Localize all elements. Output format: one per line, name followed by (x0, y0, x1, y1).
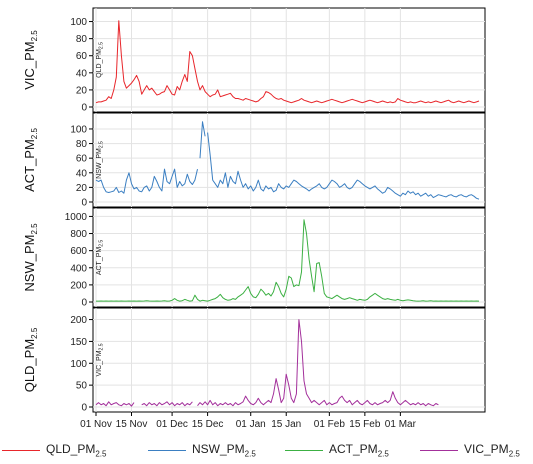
y-tick-label: 100 (70, 17, 87, 28)
panel-outer-label-sub: 2.5 (30, 327, 39, 339)
legend-item-qld: QLD_PM2.5 (2, 438, 106, 462)
x-tick-label: 01 Nov (80, 419, 112, 430)
y-tick-label: 0 (81, 198, 87, 209)
x-tick-label: 01 Dec (156, 419, 188, 430)
y-tick-label: 50 (76, 381, 88, 392)
y-tick-label: 100 (70, 359, 87, 370)
legend-item-vic: VIC_PM2.5 (420, 438, 520, 462)
panel-frame (92, 207, 486, 308)
panel-1: 0 20 40 60 80 100 QLD_PM2.5 VIC_PM2.5 (22, 7, 486, 114)
x-tick-label: 01 Jan (236, 419, 266, 430)
panel-inner-label: NSW_PM2.5 (96, 141, 105, 179)
panel-inner-label-sub: 2.5 (99, 42, 105, 49)
x-tick-label: 15 Feb (349, 419, 381, 430)
y-tick-label: 600 (70, 246, 87, 257)
x-tick-label: 15 Jan (271, 419, 301, 430)
legend-label-act: ACT_PM2.5 (329, 441, 389, 459)
panel-4: 0 50 100 150 200 VIC_PM2.5 QLD_PM2.5 (22, 307, 486, 414)
y-tick-label: 80 (76, 34, 88, 45)
y-tick-label: 60 (76, 154, 88, 165)
y-tick-label: 100 (70, 124, 87, 135)
panel-inner-label: ACT_PM2.5 (96, 240, 105, 276)
series-line-nsw (207, 132, 480, 200)
y-tick-label: 0 (81, 403, 87, 414)
panel-inner-label-sub: 2.5 (99, 240, 105, 247)
panel-outer-label-sub: 2.5 (30, 30, 39, 42)
series-line-nsw (95, 168, 198, 194)
series-line-vic (141, 401, 193, 407)
y-tick-label: 200 (70, 315, 87, 326)
panel-outer-label: VIC_PM2.5 (22, 30, 39, 90)
series-line-qld (95, 20, 480, 104)
legend-item-act: ACT_PM2.5 (285, 438, 389, 462)
series-line-act (96, 219, 480, 302)
panel-outer-label: NSW_PM2.5 (22, 223, 39, 292)
panel-outer-label-sub: 2.5 (30, 223, 39, 235)
legend-swatch-nsw (148, 449, 186, 451)
y-tick-label: 150 (70, 337, 87, 348)
panel-outer-label-sub: 2.5 (30, 128, 39, 140)
legend-label-qld: QLD_PM2.5 (46, 441, 107, 459)
y-tick-label: 20 (76, 85, 88, 96)
x-tick-label: 15 Nov (116, 419, 148, 430)
y-tick-label: 200 (70, 280, 87, 291)
legend-label-nsw: NSW_PM2.5 (192, 441, 256, 459)
legend-item-nsw: NSW_PM2.5 (148, 438, 256, 462)
panel-outer-label: ACT_PM2.5 (22, 128, 39, 192)
chart: 0 20 40 60 80 100 QLD_PM2.5 VIC_PM2.5 0 20 40 60 80 1… (22, 7, 486, 430)
y-tick-label: 40 (76, 68, 88, 79)
y-tick-label: 60 (76, 51, 88, 62)
legend-swatch-qld (2, 449, 40, 451)
x-tick-label: 01 Feb (314, 419, 346, 430)
y-tick-label: 400 (70, 263, 87, 274)
legend-label-vic: VIC_PM2.5 (464, 441, 520, 459)
y-tick-label: 1000 (65, 212, 88, 223)
panel-3: 0 200 400 600 800 1000 ACT_PM2.5 NSW_PM2.5 (22, 207, 486, 309)
y-tick-label: 20 (76, 183, 88, 194)
legend-swatch-act (285, 449, 323, 451)
panel-inner-label: QLD_PM2.5 (96, 42, 105, 78)
y-tick-label: 0 (81, 103, 87, 114)
x-tick-label: 15 Dec (192, 419, 224, 430)
panel-frame (92, 7, 486, 113)
panel-inner-label-sub: 2.5 (99, 141, 105, 148)
y-tick-label: 40 (76, 168, 88, 179)
panel-inner-label: VIC_PM2.5 (96, 343, 105, 376)
panel-frame (92, 112, 486, 208)
y-tick-label: 80 (76, 139, 88, 150)
x-tick-label: 01 Mar (385, 419, 417, 430)
y-tick-label: 0 (81, 298, 87, 309)
legend: QLD_PM2.5 NSW_PM2.5 ACT_PM2.5 VIC_PM2.5 (0, 438, 533, 462)
panel-frame (92, 307, 486, 413)
legend-swatch-vic (420, 449, 458, 451)
series-line-vic (95, 401, 135, 407)
y-tick-label: 800 (70, 229, 87, 240)
panel-2: 0 20 40 60 80 100 NSW_PM2.5 ACT_PM2.5 (22, 112, 486, 209)
series-line-nsw (199, 121, 206, 159)
panel-outer-label: QLD_PM2.5 (22, 327, 39, 392)
panel-inner-label-sub: 2.5 (99, 343, 105, 350)
series-line-vic (197, 319, 439, 407)
